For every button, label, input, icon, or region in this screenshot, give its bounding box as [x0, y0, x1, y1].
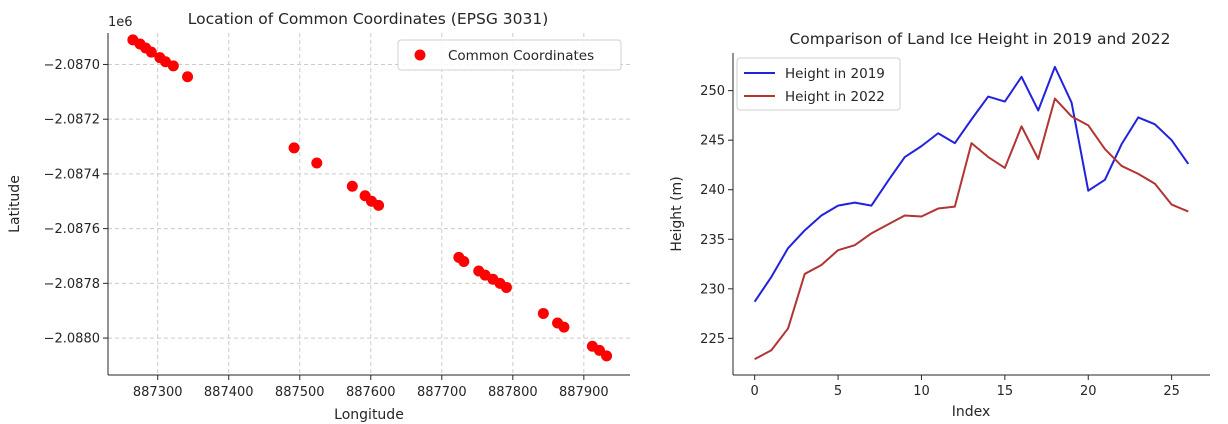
y-tick-label: −2.0874: [44, 167, 100, 182]
x-axis-label: Index: [952, 404, 991, 420]
y-tick-label: 230: [700, 282, 725, 297]
data-point: [601, 350, 613, 362]
x-ticks: 0 5 10 15 20 25: [751, 375, 1180, 399]
x-ticks: 887300 887400 887500 887600 887700 887800 8879…: [133, 375, 609, 400]
y-tick-label: −2.0872: [44, 113, 100, 128]
y-axis-label: Height (m): [669, 176, 685, 251]
data-point: [500, 281, 512, 293]
y-tick-label: −2.0876: [44, 222, 100, 237]
x-tick-label: 887800: [488, 385, 538, 400]
series-lines: [753, 65, 1190, 361]
y-offset-label: 1e6: [108, 15, 133, 30]
x-tick-label: 887400: [204, 385, 254, 400]
x-tick-label: 887700: [417, 385, 467, 400]
data-point: [346, 180, 358, 192]
y-ticks: −2.0880 −2.0878 −2.0876 −2.0874 −2.0872 −2.08…: [44, 58, 108, 347]
legend-box: [397, 39, 622, 71]
line-chart: Comparison of Land Ice Height in 2019 an…: [669, 30, 1210, 420]
y-tick-label: −2.0878: [44, 277, 100, 292]
scatter-chart: Location of Common Coordinates (EPSG 303…: [7, 10, 630, 423]
y-tick-label: −2.0880: [44, 332, 100, 347]
chart-title: Comparison of Land Ice Height in 2019 an…: [789, 30, 1170, 48]
legend-box: [736, 57, 901, 111]
y-tick-label: 225: [700, 332, 725, 347]
x-tick-label: 887300: [133, 385, 183, 400]
axes: [107, 33, 630, 376]
grid: [108, 33, 630, 375]
x-tick-label: 5: [834, 384, 842, 399]
legend-label-2019: Height in 2019: [785, 66, 885, 82]
chart-title: Location of Common Coordinates (EPSG 303…: [188, 10, 549, 28]
legend: Height in 2019 Height in 2022: [736, 57, 901, 111]
data-point: [288, 142, 300, 154]
legend: Common Coordinates: [397, 39, 622, 71]
x-tick-label: 887600: [346, 385, 396, 400]
data-point: [182, 71, 194, 83]
x-axis-label: Longitude: [334, 407, 404, 423]
y-tick-label: 240: [700, 183, 725, 198]
line-2019: [753, 65, 1190, 303]
data-point: [458, 255, 470, 267]
legend-label: Common Coordinates: [448, 48, 594, 64]
y-axis-label: Latitude: [7, 175, 23, 233]
data-points: [127, 34, 613, 362]
data-point: [145, 46, 157, 58]
line-2022: [754, 97, 1189, 361]
y-ticks: 225 230 235 240 245 250: [700, 84, 733, 347]
data-point: [558, 321, 570, 333]
x-tick-label: 25: [1163, 384, 1180, 399]
axes: [732, 53, 1210, 376]
x-tick-label: 887900: [559, 385, 609, 400]
y-tick-label: 235: [700, 233, 725, 248]
data-point: [167, 60, 179, 72]
x-tick-label: 10: [913, 384, 930, 399]
x-tick-label: 887500: [275, 385, 325, 400]
legend-label-2022: Height in 2022: [785, 89, 885, 105]
data-point: [311, 157, 323, 169]
data-point: [373, 199, 385, 211]
y-tick-label: −2.0870: [44, 58, 100, 73]
data-point: [537, 307, 549, 319]
y-tick-label: 245: [700, 134, 725, 149]
y-tick-label: 250: [700, 84, 725, 99]
x-tick-label: 0: [751, 384, 759, 399]
legend-marker: [414, 49, 426, 61]
x-tick-label: 15: [997, 384, 1014, 399]
x-tick-label: 20: [1080, 384, 1097, 399]
